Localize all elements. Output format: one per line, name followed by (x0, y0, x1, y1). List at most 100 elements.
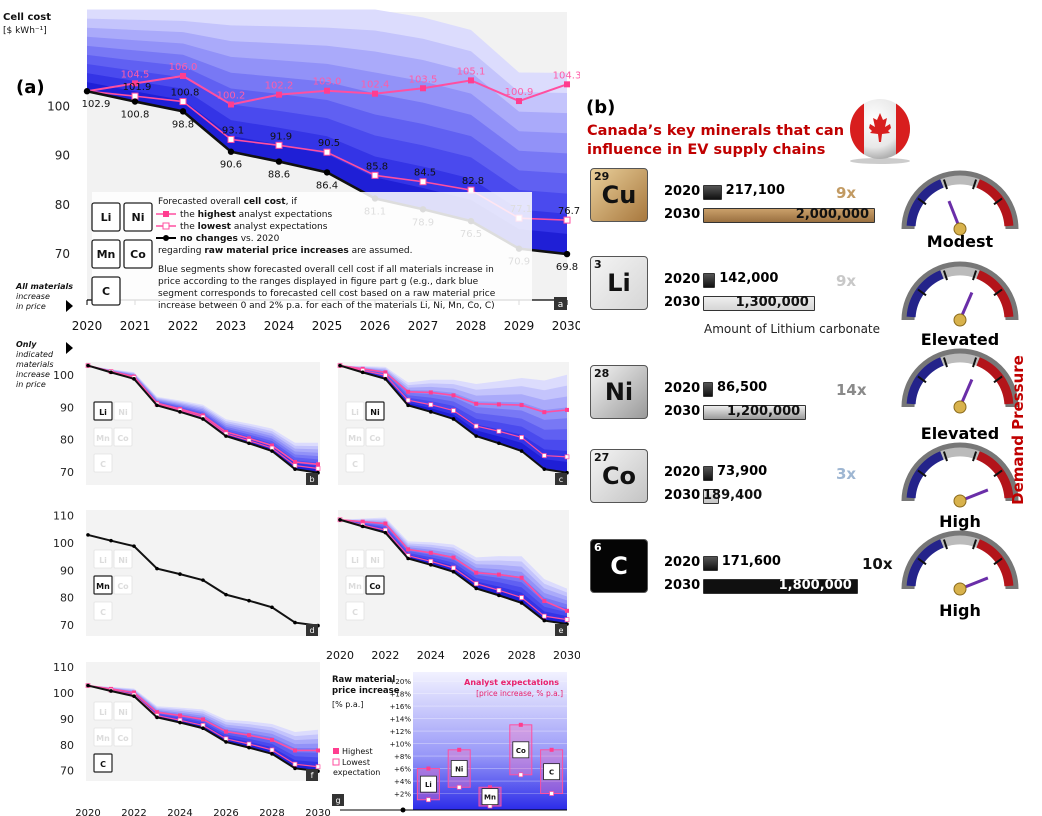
mini-box-Co (113, 727, 133, 747)
y-tick-label: 100 (53, 687, 74, 700)
year-2030-label: 2030 (664, 295, 701, 310)
point-highest (276, 91, 282, 98)
gauge-tick (993, 288, 1003, 297)
g-legend-low: expectation (333, 768, 380, 777)
element-symbol: Co (601, 462, 637, 490)
value-2020-Li: 142,000 (719, 271, 779, 286)
mini-box-Ni (365, 401, 385, 421)
gauge-red-segment (976, 179, 1014, 227)
mini-box-Mn (345, 575, 365, 595)
point-lowest (383, 372, 388, 378)
lithium-note: Amount of Lithium carbonate (704, 322, 881, 336)
point-no-change (155, 566, 159, 571)
mini-box-Ni (113, 401, 133, 421)
point-no-change (406, 556, 410, 561)
mini-box-Li (345, 401, 365, 421)
label-highest: 100.9 (505, 87, 534, 98)
point-highest (324, 87, 330, 94)
gauge-tick (917, 557, 927, 566)
point-highest (519, 403, 524, 408)
atomic-number: 28 (594, 367, 610, 380)
point-lowest (451, 408, 456, 413)
mini-box-Li (93, 401, 113, 421)
point-highest (316, 462, 320, 467)
point-lowest (371, 171, 379, 179)
y-tick-label: 100 (53, 369, 74, 382)
bar-2020-Co (703, 466, 713, 481)
g-tick-label: +16% (390, 703, 412, 711)
mini-box-label: C (100, 760, 106, 769)
label-highest: 100.2 (217, 90, 246, 101)
legend-no-change: no changes vs. 2020 (180, 234, 280, 244)
point-lowest (428, 402, 434, 408)
y-axis-label: Cell cost (3, 12, 51, 23)
x-tick-label: 2022 (168, 319, 199, 333)
point-no-change (247, 598, 251, 603)
point-highest (428, 550, 433, 555)
point-no-change (429, 563, 433, 567)
point-no-change (86, 533, 90, 537)
x-tick-label: 2027 (408, 319, 439, 333)
year-2020-label: 2020 (664, 555, 701, 570)
label-no-change: 90.6 (220, 160, 242, 171)
point-highest (201, 717, 205, 722)
point-no-change (178, 572, 182, 576)
g-tick-label: +18% (390, 691, 412, 699)
mini-box-Li (345, 549, 365, 569)
y-tick-label: 80 (60, 739, 74, 752)
side-label-only: Only (16, 340, 37, 349)
point-no-change (247, 745, 251, 750)
x-tick-label: 2030 (552, 319, 580, 333)
mini-box-label: Li (99, 408, 107, 417)
legend-highest: the highest analyst expectations (180, 210, 332, 220)
label-no-change: 86.4 (316, 180, 338, 191)
mini-box-Ni (113, 701, 133, 721)
point-no-change (224, 592, 228, 597)
point-highest (132, 80, 138, 87)
g-legend-high-marker (333, 748, 339, 754)
material-box-label: Ni (132, 211, 145, 224)
year-2030-label: 2030 (664, 207, 701, 222)
label-no-change: 98.8 (172, 119, 194, 130)
gauge-blue-segment (906, 179, 944, 227)
label-highest: 106.0 (169, 62, 198, 73)
side-label-only: materials (16, 360, 54, 369)
mini-box-Co (113, 575, 133, 595)
point-no-change (155, 403, 159, 408)
point-no-change (383, 530, 388, 535)
gauge-blue-segment (906, 451, 944, 499)
element-tile-Cu: 29 Cu (590, 168, 648, 222)
mini-box-label: Ni (118, 556, 128, 565)
gauge-tick (972, 179, 978, 190)
g-cat-box (419, 775, 437, 793)
point-highest (496, 572, 501, 577)
year-2030-label: 2030 (664, 404, 701, 419)
multiplier-Co: 3x (836, 465, 857, 483)
corner-label: c (559, 475, 563, 484)
point-no-change (360, 524, 365, 529)
multiplier-C: 10x (862, 555, 893, 573)
point-highest (383, 370, 388, 375)
label-no-change: 69.8 (556, 262, 578, 273)
material-box-Mn (91, 239, 121, 269)
gauge-tick (942, 270, 948, 281)
side-label-only: indicated (16, 350, 54, 359)
point-highest (451, 393, 456, 398)
gauge-blue-segment (906, 270, 944, 318)
x-tick-label: 2028 (456, 319, 487, 333)
g-low-marker (549, 791, 554, 796)
point-highest (383, 521, 388, 526)
g-tick-label: +6% (394, 766, 411, 774)
material-box-label: Co (130, 248, 146, 261)
mini-box-label: Li (351, 556, 359, 565)
mini-box-label: Li (99, 556, 107, 565)
point-highest (496, 402, 501, 407)
corner-g (332, 794, 344, 806)
point-no-change (227, 148, 235, 155)
mini-box-label: Li (99, 708, 107, 717)
gauge-blue-segment (906, 539, 944, 587)
mini-box-label: C (100, 460, 106, 469)
gauge-hub (953, 582, 967, 596)
g-low-marker (426, 797, 431, 803)
mini-box-Co (113, 427, 133, 447)
